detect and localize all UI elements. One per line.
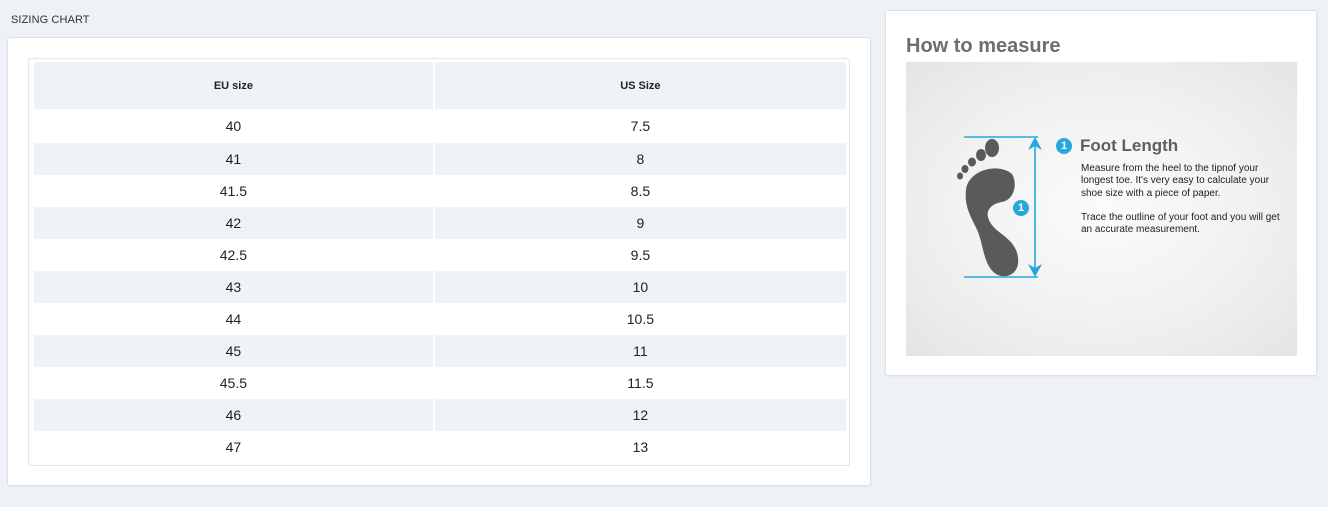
eu-size-cell: 47 [225,439,242,455]
us-size-cell: 8.5 [630,183,651,199]
step-number-badge: 1 [1013,200,1029,216]
foot-length-heading: Foot Length [1080,136,1179,155]
table-row: 42 9 [34,207,846,239]
table-row: 45.5 11.5 [34,367,846,399]
table-row: 41 8 [34,143,846,175]
foot-length-illustration: 1 1 Foot Length Measure from the heel to… [906,62,1297,356]
us-size-cell: 8 [434,143,846,175]
instruction-paragraph: Measure from the heel to the tipnof your… [1081,163,1270,199]
eu-size-cell: 40 [225,118,242,134]
us-size-cell: 10 [434,271,846,303]
table-row: 43 10 [34,271,846,303]
eu-size-cell: 44 [225,311,242,327]
how-to-measure-card: How to measure 1 1 Foot Length Measur [885,10,1317,376]
measure-arrow-icon [964,136,1042,278]
section-title: SIZING CHART [11,14,90,26]
how-to-measure-title: How to measure [906,35,1061,57]
us-size-cell: 9.5 [630,247,651,263]
sizing-table: EU size US Size 40 7.5 41 8 41.5 8.5 42 9 42.5 9.… [32,62,848,463]
foot-measure-diagram [957,136,1042,278]
eu-size-cell: 45.5 [219,375,248,391]
us-size-cell: 7.5 [630,118,651,134]
eu-size-cell: 41 [34,143,433,175]
table-row: 40 7.5 [34,109,846,143]
us-size-cell: 11 [434,335,846,367]
table-row: 41.5 8.5 [34,175,846,207]
us-size-cell: 11.5 [627,375,654,391]
us-size-cell: 9 [434,207,846,239]
eu-size-cell: 42 [34,207,433,239]
header-eu-size: EU size [34,62,433,109]
us-size-cell: 13 [632,439,649,455]
eu-size-cell: 46 [34,399,433,431]
table-row: 47 13 [34,431,846,463]
us-size-cell: 10.5 [626,311,655,327]
eu-size-cell: 43 [34,271,433,303]
table-row: 45 11 [34,335,846,367]
sizing-table-wrapper: EU size US Size 40 7.5 41 8 41.5 8.5 42 9 42.5 9.… [28,58,850,466]
eu-size-cell: 41.5 [219,183,248,199]
eu-size-cell: 45 [34,335,433,367]
header-us-size: US Size [434,62,846,109]
table-row: 44 10.5 [34,303,846,335]
step-number-badge: 1 [1056,138,1072,154]
table-row: 42.5 9.5 [34,239,846,271]
eu-size-cell: 42.5 [219,247,248,263]
foot-icon [957,139,1019,277]
us-size-cell: 12 [434,399,846,431]
sizing-chart-card: EU size US Size 40 7.5 41 8 41.5 8.5 42 9 42.5 9.… [7,37,871,486]
table-row: 46 12 [34,399,846,431]
instruction-paragraph: Trace the outline of your foot and you w… [1081,211,1280,236]
table-header-row: EU size US Size [34,62,846,109]
foot-length-instructions: Measure from the heel to the tipnof your… [1081,163,1281,236]
